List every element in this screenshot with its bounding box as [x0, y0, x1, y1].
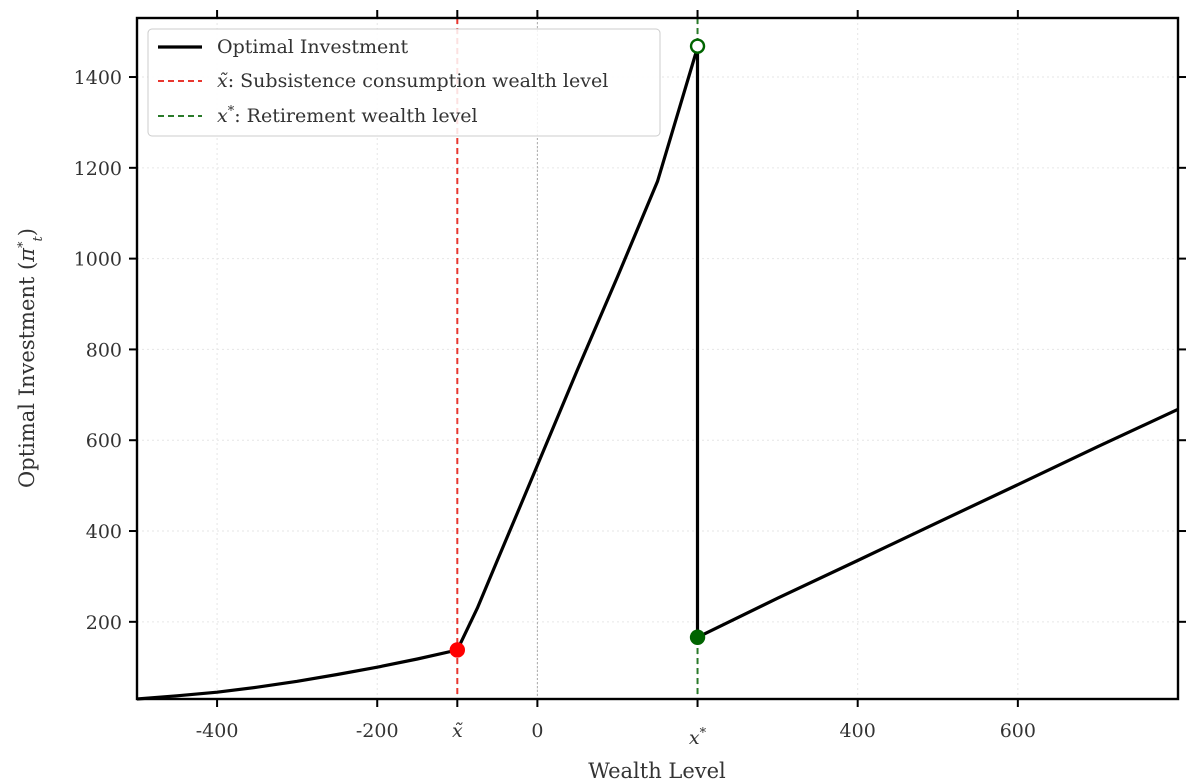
plot-frame: [135, 16, 1180, 701]
x-tick-label: x*: [689, 726, 707, 750]
legend-label-optimal-investment: Optimal Investment: [217, 36, 409, 58]
legend: Optimal Investment x̃: Subsistence consu…: [147, 28, 661, 137]
x-tick-label: -200: [356, 720, 399, 742]
legend-box: [147, 28, 661, 137]
series-line-segment: [696, 407, 1179, 639]
series-line-segment: [136, 47, 700, 701]
series-layer: [136, 47, 1179, 701]
x-tick-label: -400: [196, 720, 239, 742]
y-tick-label: 600: [86, 430, 122, 452]
marker-point: [689, 629, 706, 645]
y-tick-label: 1400: [74, 67, 122, 89]
x-tick-label: 0: [531, 720, 543, 742]
marker-point: [449, 642, 466, 658]
y-tick-label: 1000: [74, 249, 122, 271]
x-tick-label: x̃: [452, 720, 463, 742]
y-axis-label: Optimal Investment (π*t): [15, 228, 46, 488]
x-tick-label: 600: [1000, 720, 1036, 742]
x-axis-label: Wealth Level: [588, 759, 726, 780]
markers-layer: [449, 38, 706, 658]
legend-label-subsistence: x̃: Subsistence consumption wealth level: [217, 70, 608, 92]
y-tick-label: 800: [86, 339, 122, 361]
marker-point: [689, 38, 706, 54]
y-tick-label: 200: [86, 612, 122, 634]
y-tick-label: 400: [86, 521, 122, 543]
y-tick-label: 1200: [74, 158, 122, 180]
legend-label-retirement: x*: Retirement wealth level: [217, 104, 478, 128]
ticks-layer: -400 -200 x̃ 0 x* 400 600 200 400 600 800 1000 1200 1…: [74, 10, 1186, 749]
x-tick-label: 400: [840, 720, 876, 742]
